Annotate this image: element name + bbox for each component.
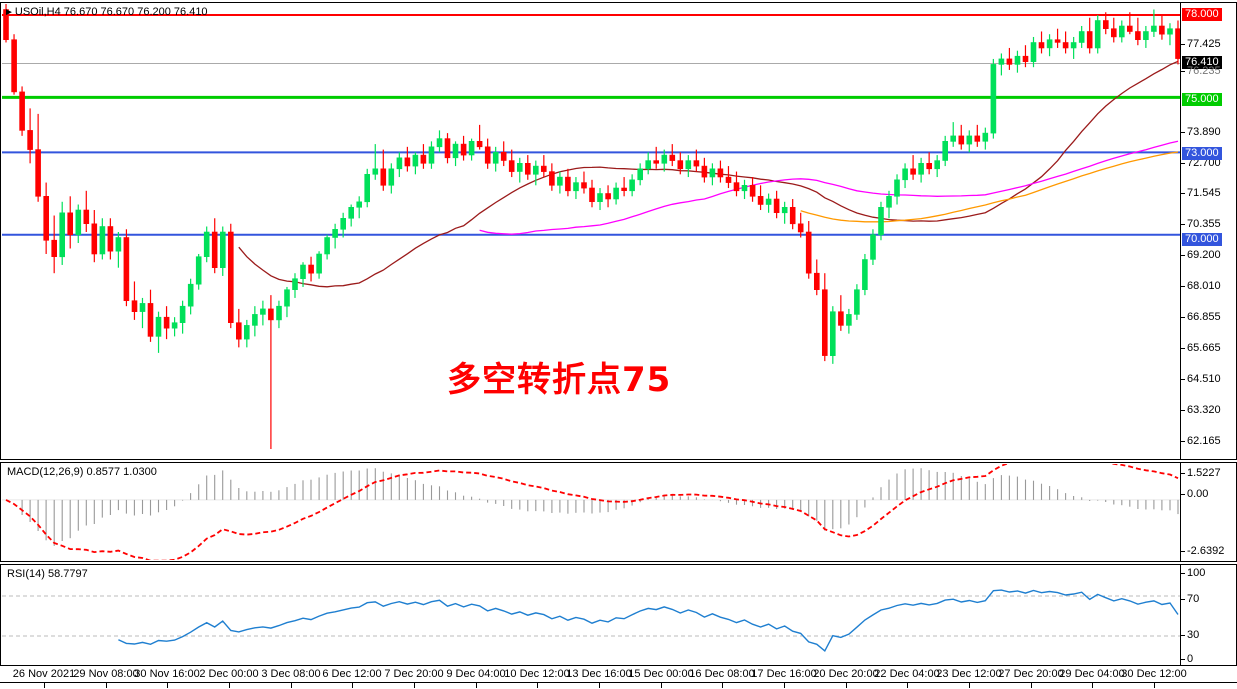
time-axis-label: 10 Dec 12:00 [504,668,570,680]
time-axis-label: 2 Dec 00:00 [199,668,259,680]
time-axis-tick [414,682,415,688]
time-axis-tick [352,682,353,688]
time-axis-tick [476,682,477,688]
time-axis-tick [1154,682,1155,688]
time-axis[interactable]: 26 Nov 2021 29 Nov 08:00 30 Nov 16:00 2 Dec… [0,668,1237,689]
time-axis-label: 15 Dec 00:00 [628,668,694,680]
price-tick: 66.855 [1181,312,1221,323]
time-axis-tick [722,682,723,688]
price-tick: 72.700 [1181,158,1221,169]
price-chart-panel[interactable]: 77.425 76.410 76.235 73.890 72.700 71.545 70.3… [0,2,1237,460]
time-axis-label: 9 Dec 04:00 [446,668,506,680]
rsi-tick: 100 [1181,568,1205,579]
time-axis-tick [1092,682,1093,688]
time-axis-rule [0,682,1237,683]
macd-tick: -2.6392 [1181,546,1224,557]
time-axis-label: 7 Dec 20:00 [384,668,444,680]
time-axis-tick [537,682,538,688]
time-axis-tick [106,682,107,688]
rsi-scale-axis[interactable]: 100 70 30 0 [1180,565,1236,665]
time-axis-tick [167,682,168,688]
chart-annotation-text: 多空转折点75 [447,360,672,400]
price-tick: 69.200 [1181,250,1221,261]
price-tick: 73.890 [1181,127,1221,138]
chart-title-text: USOil,H4 76.670 76.670 76.200 76.410 [14,6,208,18]
price-tick: 77.425 [1181,39,1221,50]
time-axis-label: 13 Dec 16:00 [566,668,632,680]
rsi-tick: 70 [1181,594,1199,605]
macd-svg [2,464,1180,560]
time-axis-label: 27 Dec 20:00 [998,668,1064,680]
macd-panel[interactable]: MACD(12,26,9) 0.8577 1.0300 1.5227 0.00 -2… [0,462,1237,562]
macd-label: MACD(12,26,9) 0.8577 1.0300 [5,466,159,478]
macd-scale-axis[interactable]: 1.5227 0.00 -2.6392 [1180,463,1236,561]
macd-tick: 1.5227 [1181,468,1221,479]
time-axis-label: 3 Dec 08:00 [261,668,321,680]
price-level-badge[interactable]: 75.000 [1182,93,1222,106]
price-tick: 68.010 [1181,281,1221,292]
time-axis-tick [44,682,45,688]
price-tick: 71.545 [1181,188,1221,199]
time-axis-label: 30 Nov 16:00 [134,668,200,680]
cursor-arrow-icon: ► [4,7,14,18]
time-axis-tick [661,682,662,688]
price-tick: 64.510 [1181,374,1221,385]
rsi-tick: 30 [1181,630,1199,641]
time-axis-tick [784,682,785,688]
price-level-badge[interactable]: 73.000 [1182,147,1222,160]
time-axis-tick [599,682,600,688]
time-axis-label: 16 Dec 08:00 [689,668,755,680]
time-axis-tick [1031,682,1032,688]
price-level-badge[interactable]: 70.000 [1182,233,1222,246]
price-tick: 76.235 [1181,66,1221,77]
time-axis-label: 26 Nov 2021 [12,668,76,680]
macd-plot-area[interactable] [2,464,1180,560]
price-tick: 65.665 [1181,343,1221,354]
time-axis-tick [846,682,847,688]
price-level-badge[interactable]: 78.000 [1182,8,1222,21]
chart-title: ►USOil,H4 76.670 76.670 76.200 76.410 [4,6,208,18]
time-axis-tick [229,682,230,688]
time-axis-label: 29 Dec 04:00 [1059,668,1125,680]
rsi-label: RSI(14) 58.7797 [5,568,90,580]
time-axis-label: 6 Dec 12:00 [322,668,382,680]
price-tick: 70.355 [1181,219,1221,230]
time-axis-label: 23 Dec 12:00 [936,668,1002,680]
time-axis-tick [907,682,908,688]
rsi-svg [2,589,1180,652]
time-axis-label: 20 Dec 20:00 [813,668,879,680]
time-axis-tick [291,682,292,688]
time-axis-label: 22 Dec 04:00 [874,668,940,680]
rsi-plot-area[interactable] [2,566,1180,664]
time-axis-tick [969,682,970,688]
macd-tick: 0.00 [1181,489,1208,500]
rsi-tick: 0 [1181,654,1193,665]
price-scale-axis[interactable]: 77.425 76.410 76.235 73.890 72.700 71.545 70.3… [1180,3,1236,459]
price-tick: 63.320 [1181,405,1221,416]
rsi-panel[interactable]: RSI(14) 58.7797 100 70 30 0 [0,564,1237,666]
time-axis-label: 29 Nov 08:00 [73,668,139,680]
price-tick: 76.410 [1182,56,1222,69]
price-plot-area[interactable] [2,4,1180,458]
time-axis-label: 30 Dec 12:00 [1121,668,1187,680]
time-axis-label: 17 Dec 16:00 [751,668,817,680]
price-candlestick-svg [2,4,1180,450]
price-tick: 62.165 [1181,436,1221,447]
